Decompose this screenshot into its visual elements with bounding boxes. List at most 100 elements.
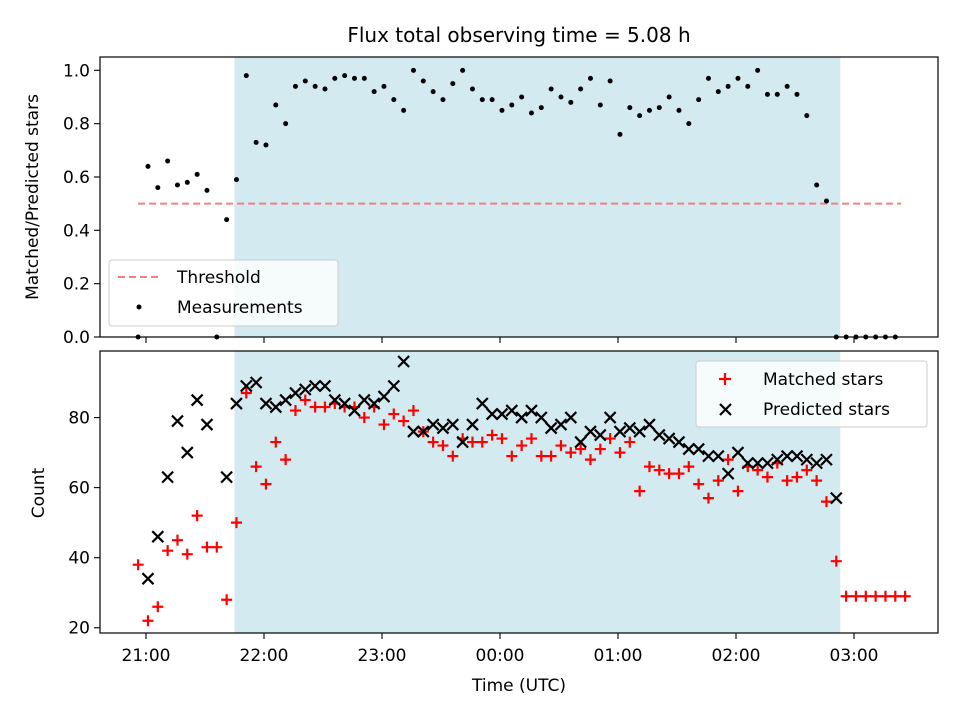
predicted-star-point [269,400,283,414]
bottom-y-tick-label: 20 [68,619,90,639]
matched-star-point [761,471,773,483]
predicted-star-point [594,428,607,442]
predicted-star-point [397,355,410,368]
matched-star-point [260,478,272,490]
predicted-star-point [574,435,587,449]
legend-threshold-label: Threshold [176,268,261,288]
matched-star-point [358,412,370,424]
measurement-point [450,81,456,87]
measurement-point [204,187,210,193]
predicted-star-point [771,453,784,466]
predicted-star-point [436,421,450,435]
predicted-star-point [279,393,292,407]
legend-measurements-swatch [136,304,142,310]
matched-star-point [565,447,577,459]
measurement-point [597,102,603,108]
measurement-point [371,89,377,95]
predicted-star-point [643,418,656,431]
predicted-star-point [495,407,509,421]
measurement-point [145,163,151,169]
matched-star-point [653,464,665,476]
predicted-star-point [387,379,401,393]
measurement-point [774,91,780,97]
matched-star-point [299,394,311,406]
predicted-star-point [151,530,165,543]
predicted-star-point [633,425,646,438]
predicted-star-point [308,379,322,393]
predicted-star-point [731,446,745,459]
top-y-tick-label: 0.4 [63,221,90,241]
measurement-point [578,86,584,92]
measurement-point [174,182,180,188]
measurement-point [322,86,328,92]
predicted-star-point [820,453,833,466]
measurement-point [646,107,652,113]
measurement-point [253,139,259,145]
matched-star-point [142,615,154,627]
measurement-point [735,75,741,81]
predicted-star-point [751,456,764,470]
measurement-point [273,102,279,108]
x-tick-label: 22:00 [240,646,289,666]
predicted-star-point [407,425,420,438]
x-tick-label: 01:00 [594,646,643,666]
bottom-y-axis-label: Count [29,467,49,518]
measurement-point [656,105,662,111]
matched-star-point [427,436,439,448]
measurement-point [637,113,643,119]
measurement-point [420,78,426,84]
bottom-y-tick-label: 40 [68,549,90,569]
predicted-star-point [790,449,804,463]
predicted-star-point [318,379,332,393]
predicted-star-point [554,418,568,431]
matched-star-point [535,450,547,462]
chart-title: Flux total observing time = 5.08 h [347,23,690,47]
measurement-point [725,83,731,89]
predicted-star-point [358,393,371,407]
matched-star-point [820,496,832,508]
bottom-legend: Matched stars Predicted stars [695,360,928,428]
top-y-axis-label: Matched/Predicted stars [23,94,43,300]
predicted-star-point [249,376,263,389]
predicted-star-point [485,407,499,421]
measurement-point [479,97,485,103]
measurement-point [184,179,190,185]
matched-star-point [309,401,321,413]
predicted-star-point [584,425,597,438]
matched-star-point [840,590,852,602]
matched-star-point [319,401,331,413]
measurement-point [764,91,770,97]
measurement-point [784,83,790,89]
predicted-star-point [653,428,666,442]
measurement-point [381,83,387,89]
measurement-point [243,73,249,79]
matched-star-point [388,408,400,420]
measurement-point [410,67,416,73]
matched-star-point [211,541,223,553]
measurement-point [292,83,298,89]
top-y-tick-label: 0.2 [63,275,90,295]
top-panel-ratio: 0.0 0.2 0.4 0.6 0.8 1.0 Matched/Predicted sta… [23,56,939,348]
legend-measurements-label: Measurements [177,298,303,318]
predicted-star-point [800,453,814,466]
bottom-y-tick-label: 80 [68,409,90,429]
predicted-star-point [289,386,302,400]
measurement-point [430,89,436,95]
measurement-point [283,121,289,127]
predicted-star-point [181,446,194,459]
bottom-panel-counts: 20 40 60 80 21:00 22:00 23:00 00:00 01:00 02:00 0… [29,350,939,696]
measurement-point [804,113,810,119]
predicted-star-point [761,456,774,470]
top-y-tick-label: 0.8 [63,115,90,135]
matched-star-point [693,478,705,490]
matched-star-point [496,433,508,445]
matched-star-point [181,548,193,560]
predicted-star-point [721,467,735,480]
top-panel-marks [135,67,902,340]
matched-star-point [624,436,636,448]
top-panel-frame [99,56,939,338]
predicted-star-point [780,449,794,463]
measurement-point [489,97,495,103]
matched-star-point [476,436,488,448]
